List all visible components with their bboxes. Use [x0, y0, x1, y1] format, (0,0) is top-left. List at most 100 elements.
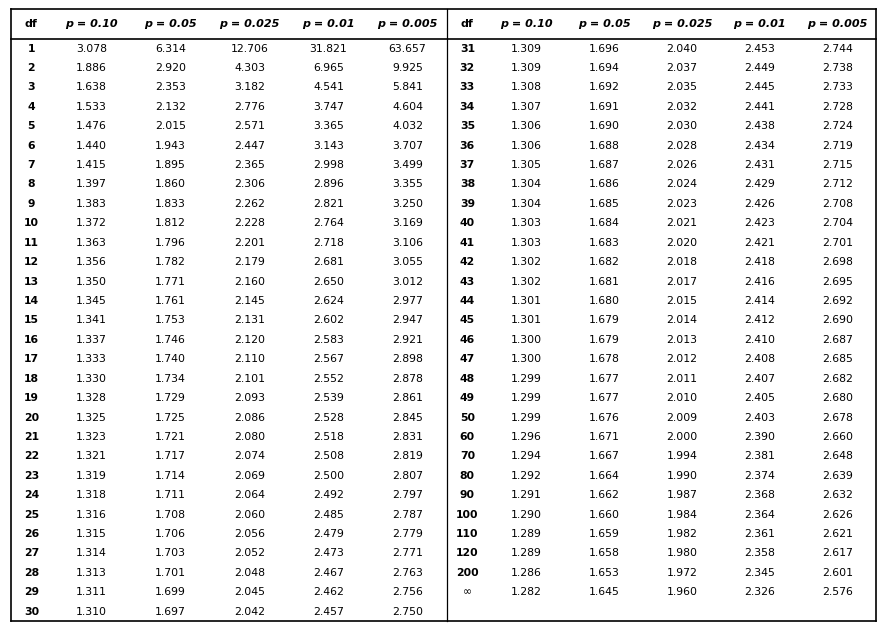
Text: 1.315: 1.315: [76, 529, 107, 539]
Text: 1.740: 1.740: [155, 354, 186, 364]
Text: 1.703: 1.703: [155, 548, 186, 559]
Text: 2.414: 2.414: [743, 296, 774, 306]
Text: 2.438: 2.438: [743, 121, 774, 131]
Text: 9.925: 9.925: [392, 63, 423, 73]
Text: 2.718: 2.718: [313, 238, 344, 248]
Text: 2.845: 2.845: [392, 413, 423, 423]
Text: 1.440: 1.440: [76, 141, 107, 150]
Text: 200: 200: [455, 568, 478, 578]
Text: 2.453: 2.453: [743, 43, 774, 53]
Text: p = 0.10: p = 0.10: [66, 19, 118, 29]
Text: 14: 14: [24, 296, 39, 306]
Text: 2.374: 2.374: [743, 470, 774, 481]
Text: 2.431: 2.431: [743, 160, 774, 170]
Text: 2.449: 2.449: [743, 63, 774, 73]
Text: 2.682: 2.682: [821, 374, 852, 384]
Text: 2.381: 2.381: [743, 452, 774, 461]
Text: 1.701: 1.701: [155, 568, 186, 578]
Text: 1.796: 1.796: [155, 238, 186, 248]
Text: p = 0.10: p = 0.10: [500, 19, 552, 29]
Text: 7: 7: [27, 160, 35, 170]
Text: 29: 29: [24, 587, 39, 598]
Text: 1.886: 1.886: [76, 63, 107, 73]
Text: df: df: [461, 19, 473, 29]
Text: 2.368: 2.368: [743, 490, 774, 500]
Text: 2.692: 2.692: [821, 296, 852, 306]
Text: 1.681: 1.681: [588, 277, 619, 287]
Text: 1.734: 1.734: [155, 374, 186, 384]
Text: 1.304: 1.304: [510, 179, 541, 189]
Text: 4.541: 4.541: [313, 82, 344, 92]
Text: 9: 9: [27, 199, 35, 209]
Text: 2.779: 2.779: [392, 529, 423, 539]
Text: 1.372: 1.372: [76, 218, 107, 228]
Text: 2.365: 2.365: [234, 160, 265, 170]
Text: 2.026: 2.026: [665, 160, 696, 170]
Text: 1.711: 1.711: [155, 490, 186, 500]
Text: 1.708: 1.708: [155, 509, 186, 520]
Text: 1.660: 1.660: [588, 509, 619, 520]
Text: 2.023: 2.023: [665, 199, 696, 209]
Text: 1.291: 1.291: [510, 490, 541, 500]
Text: 2.724: 2.724: [821, 121, 852, 131]
Text: 1.292: 1.292: [510, 470, 541, 481]
Text: 1.685: 1.685: [588, 199, 619, 209]
Text: 2.776: 2.776: [234, 102, 265, 112]
Text: 2.045: 2.045: [234, 587, 265, 598]
Text: 1.300: 1.300: [510, 354, 541, 364]
Text: 2.539: 2.539: [313, 393, 344, 403]
Text: 2.861: 2.861: [392, 393, 423, 403]
Text: 12: 12: [24, 257, 39, 267]
Text: 1.286: 1.286: [510, 568, 541, 578]
Text: 38: 38: [459, 179, 474, 189]
Text: p = 0.05: p = 0.05: [578, 19, 630, 29]
Text: 1.782: 1.782: [155, 257, 186, 267]
Text: 1.306: 1.306: [510, 121, 541, 131]
Text: 18: 18: [24, 374, 39, 384]
Text: 1.308: 1.308: [510, 82, 541, 92]
Text: 3.365: 3.365: [313, 121, 344, 131]
Text: 50: 50: [459, 413, 474, 423]
Text: ∞: ∞: [462, 587, 471, 598]
Text: 2.763: 2.763: [392, 568, 423, 578]
Text: 2.602: 2.602: [313, 315, 344, 325]
Text: 2.977: 2.977: [392, 296, 423, 306]
Text: 2.479: 2.479: [313, 529, 344, 539]
Text: 42: 42: [459, 257, 474, 267]
Text: 49: 49: [459, 393, 474, 403]
Text: 1.662: 1.662: [588, 490, 619, 500]
Text: 2.744: 2.744: [821, 43, 852, 53]
Text: 2.787: 2.787: [392, 509, 423, 520]
Text: 2.920: 2.920: [155, 63, 186, 73]
Text: 1.761: 1.761: [155, 296, 186, 306]
Text: 2.708: 2.708: [821, 199, 852, 209]
Text: 1.316: 1.316: [76, 509, 107, 520]
Text: 27: 27: [24, 548, 39, 559]
Text: 2.032: 2.032: [665, 102, 696, 112]
Text: 80: 80: [459, 470, 474, 481]
Text: 2.508: 2.508: [313, 452, 344, 461]
Text: 31: 31: [459, 43, 474, 53]
Text: 1.960: 1.960: [665, 587, 696, 598]
Text: 1.833: 1.833: [155, 199, 186, 209]
Text: 2.306: 2.306: [234, 179, 265, 189]
Text: 1.753: 1.753: [155, 315, 186, 325]
Text: 13: 13: [24, 277, 39, 287]
Text: 1.282: 1.282: [510, 587, 541, 598]
Text: 1.717: 1.717: [155, 452, 186, 461]
Text: 1.943: 1.943: [155, 141, 186, 150]
Text: 2.010: 2.010: [665, 393, 696, 403]
Text: 1.714: 1.714: [155, 470, 186, 481]
Text: 2.685: 2.685: [821, 354, 852, 364]
Text: 2.624: 2.624: [313, 296, 344, 306]
Text: p = 0.005: p = 0.005: [377, 19, 437, 29]
Text: 2.410: 2.410: [743, 335, 774, 345]
Text: 1.692: 1.692: [588, 82, 619, 92]
Text: 2.552: 2.552: [313, 374, 344, 384]
Text: 3.055: 3.055: [392, 257, 423, 267]
Text: 2.807: 2.807: [392, 470, 423, 481]
Text: 5.841: 5.841: [392, 82, 423, 92]
Text: 1.350: 1.350: [76, 277, 107, 287]
Text: 1.302: 1.302: [510, 257, 541, 267]
Text: 1.290: 1.290: [510, 509, 541, 520]
